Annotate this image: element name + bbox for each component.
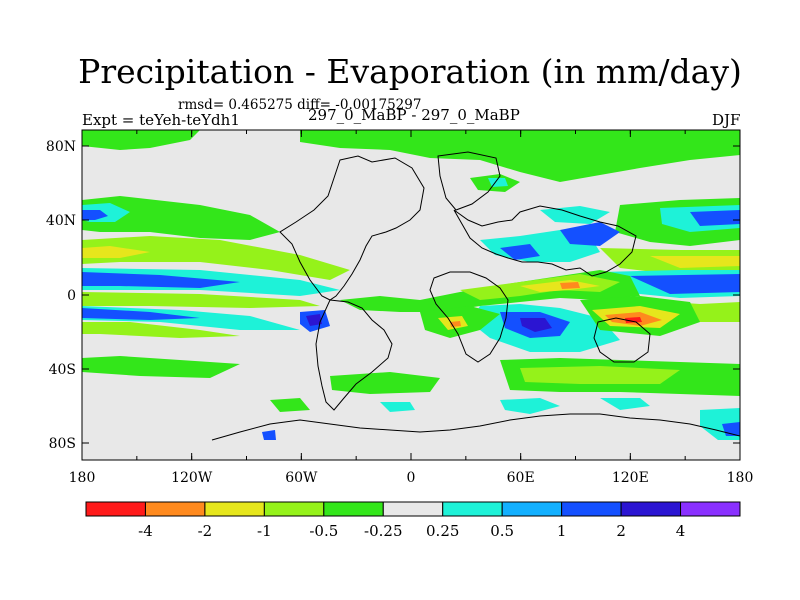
contour-band xyxy=(500,398,560,414)
y-tick-label: 80S xyxy=(49,436,76,452)
colorbar: -4 -2 -1 -0.5 -0.25 0.25 0.5 1 2 4 xyxy=(85,501,741,540)
contour-band xyxy=(82,292,320,308)
colorbar-label: 4 xyxy=(676,522,686,540)
colorbar-swatch xyxy=(442,501,503,517)
colorbar-swatch xyxy=(561,501,622,517)
coastline-north-america xyxy=(279,155,425,301)
colorbar-swatch xyxy=(620,501,682,517)
x-tick-label: 0 xyxy=(407,470,416,486)
coastline-south-america xyxy=(315,299,393,411)
colorbar-label: -4 xyxy=(138,522,153,540)
map-axes: 180 120W 60W 0 60E 120E 180 80N 40N 0 40S 80S xyxy=(46,130,753,486)
coastline-greenland xyxy=(437,151,501,211)
y-tick-label: 80N xyxy=(46,139,76,155)
colorbar-label: -0.25 xyxy=(364,522,402,540)
contour-band xyxy=(625,317,642,323)
contour-band xyxy=(306,314,322,326)
contour-band xyxy=(82,246,150,258)
colorbar-label: 1 xyxy=(557,522,567,540)
colorbar-swatch xyxy=(263,501,325,517)
contour-band xyxy=(630,274,740,294)
contour-band xyxy=(600,398,650,410)
contour-band xyxy=(82,272,240,288)
colorbar-swatch xyxy=(680,501,741,517)
contour-band xyxy=(330,372,440,394)
contour-band xyxy=(560,222,620,246)
colorbar-swatch xyxy=(204,501,265,517)
season-label: DJF xyxy=(712,111,741,129)
colorbar-label: 2 xyxy=(616,522,626,540)
y-tick-label: 0 xyxy=(67,288,76,304)
contour-band xyxy=(650,256,740,268)
contour-band xyxy=(262,430,276,440)
contour-band xyxy=(520,366,680,384)
contour-band xyxy=(82,236,350,280)
contour-band xyxy=(82,322,240,338)
x-tick-label: 120E xyxy=(612,470,649,486)
contour-band xyxy=(520,280,600,292)
x-tick-label: 120W xyxy=(171,470,213,486)
map-plot xyxy=(82,130,740,460)
coastline-antarctica xyxy=(211,413,740,441)
coastline-australia xyxy=(593,317,651,363)
coastline-africa xyxy=(429,271,509,363)
y-tick-label: 40N xyxy=(46,213,76,229)
contour-band xyxy=(520,318,552,332)
contour-band xyxy=(270,398,310,412)
colorbar-label: -2 xyxy=(198,522,213,540)
map-title: Precipitation - Evaporation (in mm/day) xyxy=(78,52,742,91)
contour-band xyxy=(300,130,740,182)
colorbar-swatch xyxy=(85,501,146,517)
y-tick-label: 40S xyxy=(49,362,76,378)
colorbar-swatch xyxy=(501,501,563,517)
contour-band xyxy=(560,282,580,289)
colorbar-label: 0.5 xyxy=(490,522,514,540)
case-label: 297_0_MaBP - 297_0_MaBP xyxy=(308,106,520,124)
colorbar-swatch xyxy=(144,501,206,517)
experiment-label: Expt = teYeh-teYdh1 xyxy=(82,111,240,129)
contour-band xyxy=(82,196,280,240)
contour-band xyxy=(500,244,540,260)
colorbar-swatch xyxy=(382,501,444,517)
colorbar-label: -1 xyxy=(257,522,272,540)
x-tick-label: 180 xyxy=(69,470,96,486)
contour-band xyxy=(690,210,740,226)
colorbar-label: 0.25 xyxy=(426,522,459,540)
coastline-eurasia xyxy=(453,205,637,277)
x-tick-label: 60E xyxy=(507,470,535,486)
contour-band xyxy=(380,402,415,412)
contour-band xyxy=(82,210,108,220)
x-tick-label: 180 xyxy=(727,470,754,486)
colorbar-swatch xyxy=(323,501,384,517)
coastlines xyxy=(211,151,740,441)
contour-band xyxy=(82,356,240,378)
stats-label: rmsd= 0.465275 diff= -0.00175297 xyxy=(178,97,422,113)
contour-band xyxy=(82,130,200,150)
x-tick-label: 60W xyxy=(285,470,318,486)
contour-band xyxy=(82,308,200,320)
colorbar-label: -0.5 xyxy=(309,522,338,540)
